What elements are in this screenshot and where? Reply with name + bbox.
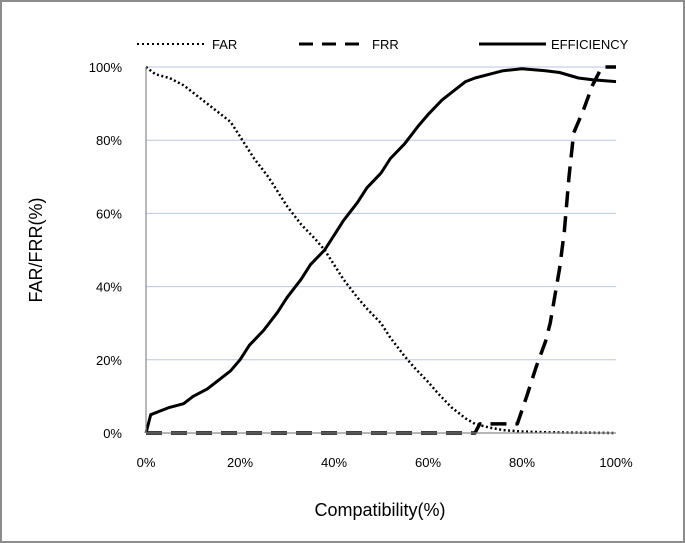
x-tick-label: 0% — [137, 455, 156, 470]
axes — [145, 67, 616, 434]
y-tick-label: 40% — [96, 280, 122, 295]
x-tick-label: 60% — [415, 455, 441, 470]
series-line-far — [145, 66, 617, 435]
legend-label-frr: FRR — [372, 37, 399, 52]
x-tick-label: 80% — [509, 455, 535, 470]
series-lines — [144, 65, 617, 435]
y-tick-label: 0% — [103, 426, 122, 441]
legend-label-efficiency: EFFICIENCY — [551, 37, 629, 52]
y-tick-label: 60% — [96, 206, 122, 221]
series-line-efficiency — [144, 67, 617, 434]
y-tick-label: 80% — [96, 133, 122, 148]
legend-label-far: FAR — [212, 37, 237, 52]
y-axis-ticks: 0% 20% 40% 60% 80% 100% — [89, 60, 123, 441]
x-tick-label: 20% — [227, 455, 253, 470]
y-tick-label: 100% — [89, 60, 123, 75]
gridlines — [146, 66, 616, 361]
x-axis-ticks: 0% 20% 40% 60% 80% 100% — [137, 455, 633, 470]
y-tick-label: 20% — [96, 353, 122, 368]
x-axis-title: Compatibility(%) — [314, 500, 445, 520]
legend: FAR FRR EFFICIENCY — [137, 37, 629, 52]
x-tick-label: 100% — [599, 455, 633, 470]
x-tick-label: 40% — [321, 455, 347, 470]
series-line-frr — [146, 65, 616, 435]
y-axis-title: FAR/FRR(%) — [26, 198, 46, 303]
